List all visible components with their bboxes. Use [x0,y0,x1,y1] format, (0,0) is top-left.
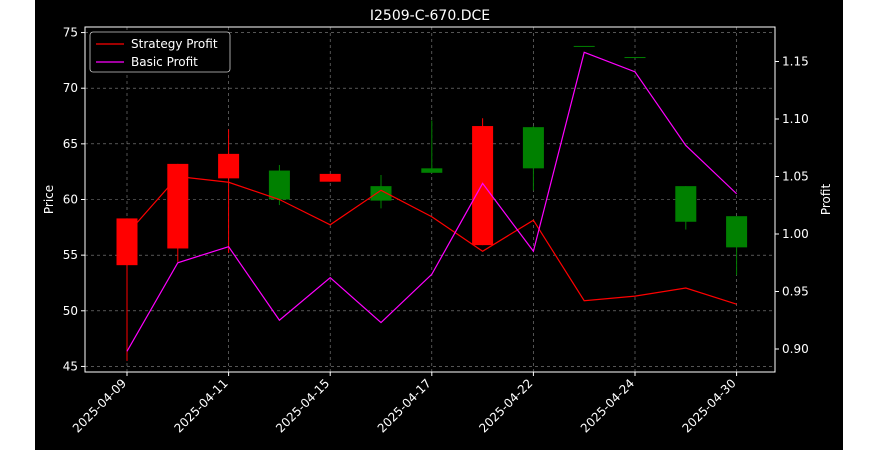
grid-lines [85,27,775,372]
legend: Strategy Profit Basic Profit [89,31,231,73]
candle-body [675,186,697,222]
candle-body [268,170,290,200]
candle-body [167,163,189,249]
x-tick-label: 2025-04-11 [172,376,231,435]
series-line-strategy-profit [126,175,737,305]
y-tick-label-right: 1.00 [782,227,809,241]
candle-body [726,216,748,248]
candles-layer [116,45,748,361]
y-tick-label-left: 75 [63,26,78,40]
y-tick-label-right: 0.90 [782,342,809,356]
y-tick-label-right: 1.15 [782,55,809,69]
y-tick-label-right: 1.10 [782,112,809,126]
candle-body [573,45,595,47]
candle-body [319,173,341,182]
series-line-basic-profit [126,51,738,352]
chart-background: 45 50 55 60 65 70 75 0.90 0.95 1.00 1.05 1.10 1.15 20… [35,0,843,450]
legend-label: Basic Profit [131,55,198,69]
candle-body [421,168,443,173]
candle-body [116,218,138,266]
x-tick-label: 2025-04-15 [273,376,332,435]
y-tick-label-left: 70 [63,81,78,95]
x-tick-label: 2025-04-22 [476,376,535,435]
y-tick-label-right: 1.05 [782,170,809,184]
x-tick-label: 2025-04-24 [578,376,637,435]
candle-body [522,127,544,169]
y-tick-label-left: 60 [63,193,78,207]
y-axis-label-left: Price [42,185,56,214]
legend-box [89,31,231,73]
chart-title: I2509-C-670.DCE [370,8,490,24]
y-tick-label-left: 45 [63,359,78,373]
y-tick-label-right: 0.95 [782,285,809,299]
y-tick-label-left: 55 [63,248,78,262]
candle-body [472,126,494,246]
x-tick-label: 2025-04-30 [680,376,739,435]
profit-lines-layer [126,51,738,352]
y-axis-label-right: Profit [819,184,833,216]
y-tick-label-left: 50 [63,304,78,318]
candle-body [624,57,646,59]
legend-label: Strategy Profit [131,37,218,51]
x-tick-label: 2025-04-09 [70,376,129,435]
candle-body [370,186,392,201]
x-tick-label: 2025-04-17 [375,376,434,435]
candle-body [218,153,240,179]
candlestick-chart: 45 50 55 60 65 70 75 0.90 0.95 1.00 1.05 1.10 1.15 20… [42,8,833,435]
y-tick-label-left: 65 [63,137,78,151]
